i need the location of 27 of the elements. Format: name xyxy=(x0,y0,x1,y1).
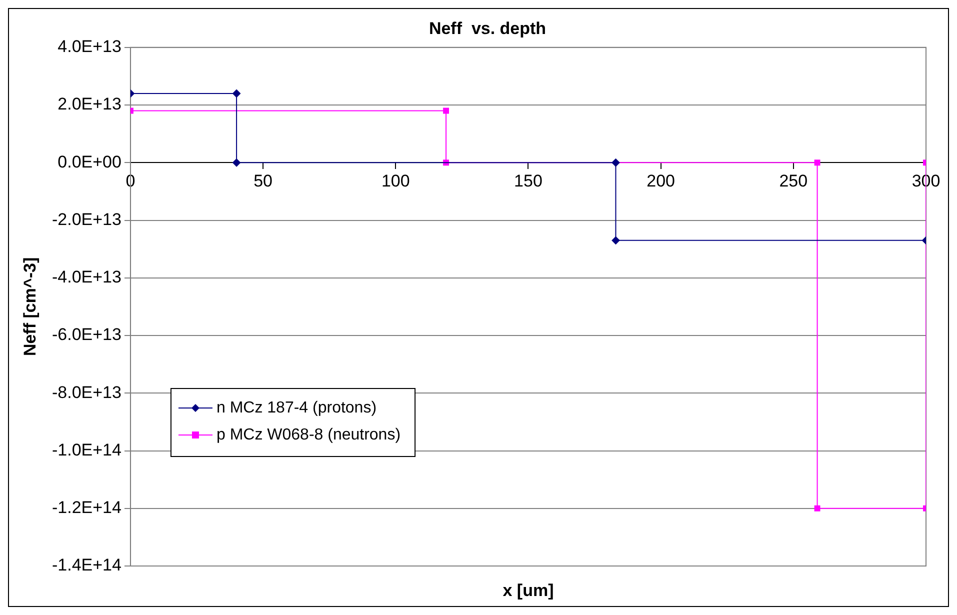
y-tick-label: 4.0E+13 xyxy=(58,37,122,56)
point xyxy=(232,90,241,98)
chart-title: Neff vs. depth xyxy=(428,18,546,38)
point xyxy=(612,236,620,244)
x-tick-label: 250 xyxy=(779,172,808,191)
y-tick-label: -6.0E+13 xyxy=(52,325,122,344)
y-axis-title: Neff [cm^-3] xyxy=(20,257,40,356)
point xyxy=(232,158,241,167)
x-tick-label: 50 xyxy=(254,172,273,191)
y-tick-label: -1.2E+14 xyxy=(52,498,122,518)
legend-label: n MCz 187-4 (protons) xyxy=(216,399,377,416)
x-tick-label: 100 xyxy=(381,172,410,191)
y-tick-label: 0.0E+00 xyxy=(58,152,122,172)
point xyxy=(443,108,450,114)
x-tick-label: 150 xyxy=(514,172,542,191)
x-tick-label: 200 xyxy=(646,172,676,191)
point xyxy=(814,160,820,166)
y-tick-label: -4.0E+13 xyxy=(52,268,122,287)
y-tick-label: 2.0E+13 xyxy=(58,94,122,114)
y-tick-label: -1.4E+14 xyxy=(52,556,122,575)
y-tick-label: -1.0E+14 xyxy=(52,440,122,460)
y-tick-label: -2.0E+13 xyxy=(52,210,122,229)
point xyxy=(612,158,620,167)
point xyxy=(814,505,820,512)
legend-label: p MCz W068-8 (neutrons) xyxy=(216,426,401,444)
x-axis-title: x [um] xyxy=(502,581,554,600)
y-tick-label: -8.0E+13 xyxy=(52,382,122,402)
